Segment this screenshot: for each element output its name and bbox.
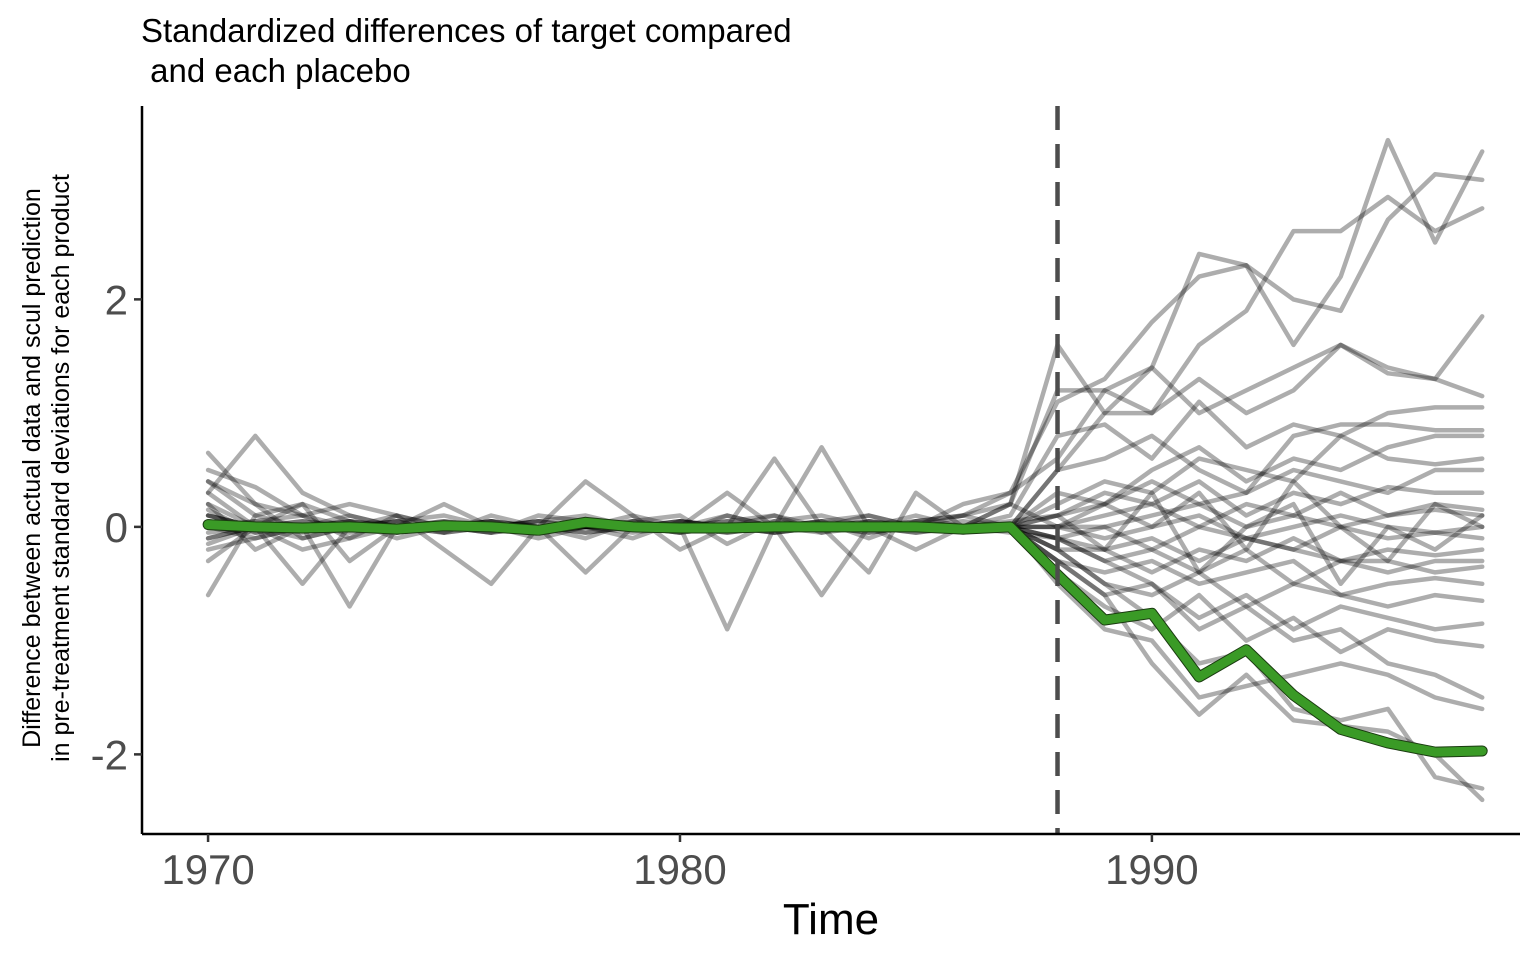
placebo-series-line-24 — [205, 524, 1485, 803]
placebo-series-line-21 — [205, 524, 1485, 632]
x-axis-label: Time — [783, 895, 879, 944]
y-tick-label-2: 2 — [105, 276, 128, 323]
placebo-series-line-23 — [205, 501, 1485, 712]
y-axis-label-line-1: Difference between actual data and scul … — [18, 188, 46, 748]
axes — [140, 106, 1520, 836]
placebo-series-line-28 — [205, 445, 1485, 587]
y-axis-label-line-2: in pre-treatment standard deviations for… — [47, 174, 75, 762]
y-tick-label--2: -2 — [91, 731, 128, 778]
y-axis-label: Difference between actual data and scul … — [18, 174, 75, 762]
plot-area — [205, 137, 1485, 803]
placebo-series-line-7 — [205, 422, 1485, 530]
placebo-series-line-6 — [205, 399, 1485, 541]
target-series-line — [203, 517, 1487, 757]
title-line-1: Standardized differences of target compa… — [141, 12, 792, 49]
x-tick-label-1970: 1970 — [161, 846, 254, 893]
chart-title: Standardized differences of target compa… — [141, 12, 792, 89]
target-series — [202, 516, 1488, 758]
y-tick-label-0: 0 — [105, 504, 128, 551]
y-ticks: -2 0 2 — [91, 276, 142, 778]
title-line-2: and each placebo — [141, 52, 411, 89]
x-tick-label-1990: 1990 — [1105, 846, 1198, 893]
x-ticks: 1970 1980 1990 — [161, 834, 1199, 893]
x-tick-label-1980: 1980 — [633, 846, 726, 893]
